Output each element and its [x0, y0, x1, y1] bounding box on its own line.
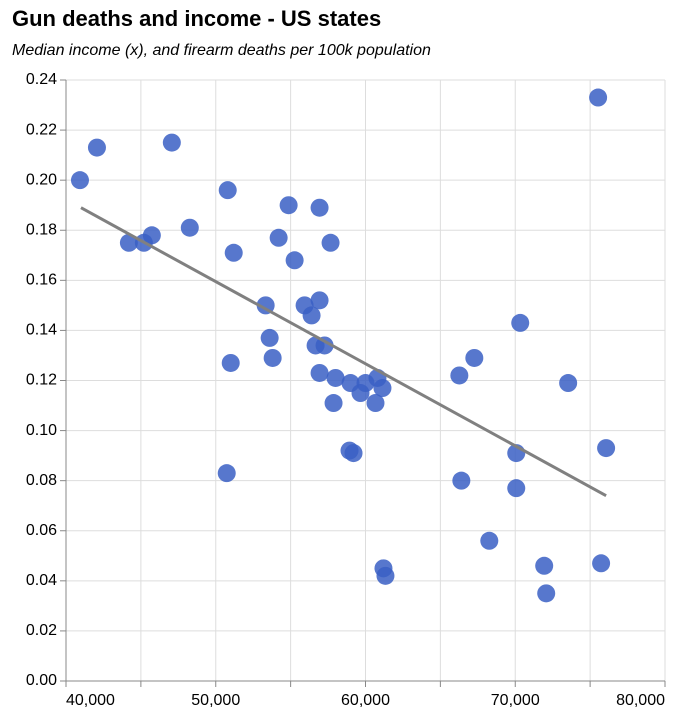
y-tick-label: 0.10 [26, 422, 57, 439]
y-tick-label: 0.16 [26, 272, 57, 289]
chart-subtitle: Median income (x), and firearm deaths pe… [12, 42, 431, 59]
point [279, 196, 298, 215]
point [511, 313, 530, 332]
y-tick-label: 0.02 [26, 622, 57, 639]
point [269, 228, 288, 247]
point [465, 348, 484, 367]
point [310, 291, 329, 310]
point [285, 251, 304, 270]
point [376, 566, 395, 585]
point [592, 554, 611, 573]
point [302, 306, 321, 325]
x-tick-label: 70,000 [491, 692, 540, 709]
y-tick-label: 0.00 [26, 672, 57, 689]
y-tick-label: 0.04 [26, 572, 57, 589]
y-tick-label: 0.22 [26, 121, 57, 138]
point [537, 584, 556, 603]
point [559, 374, 578, 393]
point [221, 353, 240, 372]
y-tick-label: 0.24 [26, 71, 57, 88]
point [321, 233, 340, 252]
point [119, 233, 138, 252]
point [180, 218, 199, 237]
point [260, 328, 279, 347]
point [315, 336, 334, 355]
point [263, 348, 282, 367]
point [373, 379, 392, 398]
point [87, 138, 106, 157]
x-tick-label: 80,000 [616, 692, 665, 709]
point [70, 171, 89, 190]
point [450, 366, 469, 385]
point [162, 133, 181, 152]
y-tick-label: 0.18 [26, 221, 57, 238]
point [452, 471, 471, 490]
chart-title: Gun deaths and income - US states [12, 6, 381, 31]
point [224, 243, 243, 262]
y-tick-label: 0.06 [26, 522, 57, 539]
point [324, 394, 343, 413]
point [218, 181, 237, 200]
point [310, 363, 329, 382]
point [366, 394, 385, 413]
y-tick-label: 0.12 [26, 372, 57, 389]
trend-line [80, 206, 607, 498]
x-tick-label: 40,000 [66, 692, 115, 709]
y-tick-label: 0.08 [26, 472, 57, 489]
point [326, 368, 345, 387]
point [507, 479, 526, 498]
y-tick-label: 0.14 [26, 322, 57, 339]
point [597, 439, 616, 458]
point [217, 464, 236, 483]
point [480, 531, 499, 550]
x-tick-label: 60,000 [341, 692, 390, 709]
point [589, 88, 608, 107]
point [535, 556, 554, 575]
point [310, 198, 329, 217]
y-tick-label: 0.20 [26, 171, 57, 188]
point [344, 444, 363, 463]
point [142, 226, 161, 245]
x-tick-label: 50,000 [191, 692, 240, 709]
